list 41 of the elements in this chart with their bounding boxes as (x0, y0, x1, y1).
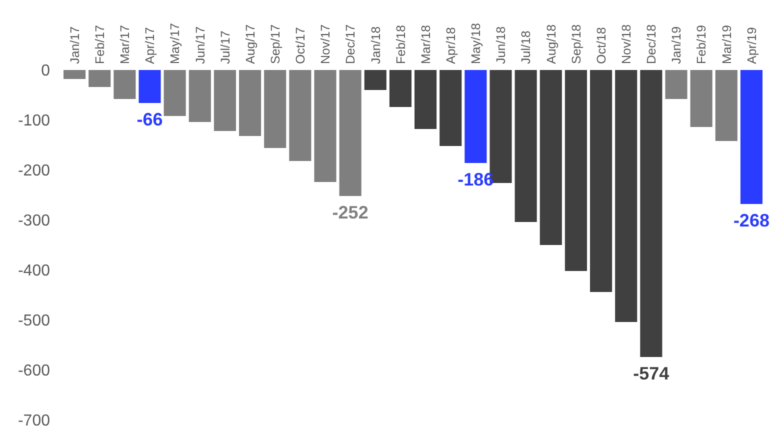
y-tick-label: -600 (18, 362, 50, 380)
x-tick-label: May/17 (168, 22, 182, 64)
x-tick-label: Aug/17 (243, 24, 258, 64)
x-tick-label: May/18 (469, 22, 484, 64)
x-tick-label: Dec/17 (344, 24, 358, 64)
x-tick-label: Sep/18 (569, 24, 584, 64)
y-tick-label: -400 (18, 262, 50, 280)
data-label: -574 (633, 363, 670, 384)
x-tick-label: Dec/18 (644, 24, 659, 64)
y-tick-label: -300 (18, 212, 50, 230)
x-tick-label: Jul/17 (218, 30, 232, 64)
data-label: -186 (458, 169, 494, 190)
x-tick-label: Oct/18 (594, 27, 608, 64)
x-tick-label: Apr/18 (444, 27, 458, 64)
x-tick-label: Jun/18 (494, 26, 508, 64)
y-tick-label: -700 (18, 412, 50, 427)
x-tick-label: Jul/18 (519, 30, 534, 64)
x-tick-label: Mar/17 (118, 25, 132, 64)
x-tick-label: Nov/17 (318, 24, 333, 64)
y-tick-label: -100 (18, 112, 50, 130)
data-label: -268 (733, 210, 770, 230)
x-tick-label: Feb/18 (394, 25, 408, 64)
x-tick-label: Oct/17 (294, 27, 308, 64)
y-tick-label: -500 (18, 312, 50, 330)
x-tick-label: Jan/19 (670, 26, 684, 64)
x-tick-label: Jan/17 (68, 26, 82, 64)
x-tick-label: Mar/19 (720, 25, 734, 64)
x-tick-label: Feb/19 (694, 25, 709, 64)
x-tick-label: Jan/18 (368, 26, 383, 64)
data-label: -66 (136, 109, 163, 130)
y-tick-label: 0 (41, 62, 50, 80)
data-label: -252 (332, 202, 368, 222)
x-tick-label: Mar/18 (418, 25, 433, 64)
x-tick-label: Feb/17 (92, 25, 107, 64)
x-tick-label: Sep/17 (268, 24, 282, 64)
x-tick-label: Apr/19 (744, 27, 759, 64)
x-tick-label: Nov/18 (619, 24, 634, 64)
x-tick-label: Jun/17 (193, 26, 208, 64)
x-tick-label: Aug/18 (544, 24, 558, 64)
x-tick-label: Apr/17 (143, 27, 158, 64)
y-tick-label: -200 (18, 162, 50, 180)
